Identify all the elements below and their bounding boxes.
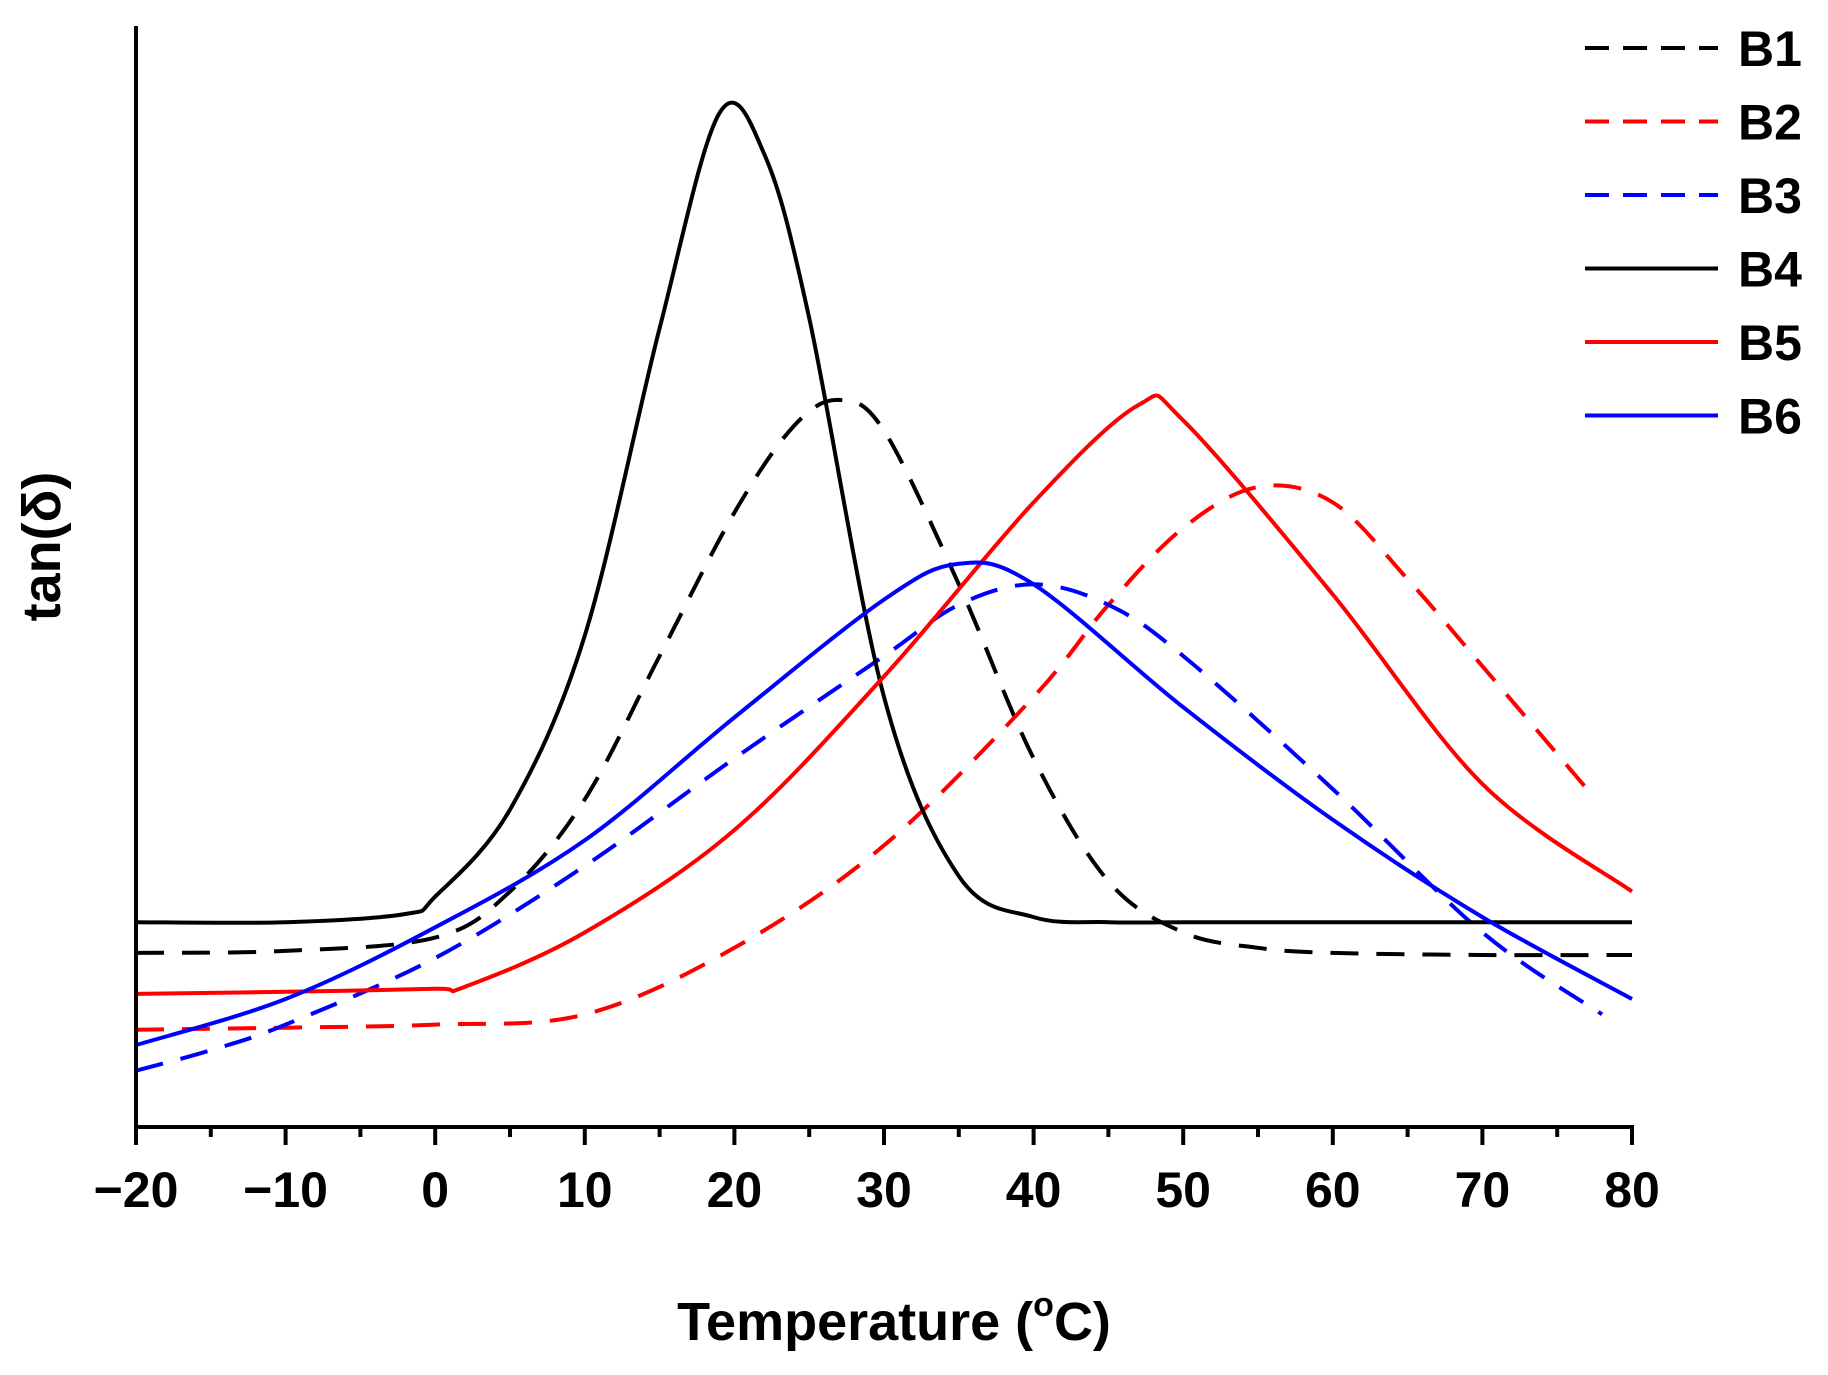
x-tick-label: 60 [1305, 1162, 1361, 1218]
series-b4-line [135, 100, 1632, 925]
x-axis-ticks [134, 1127, 1634, 1145]
x-tick-label: 80 [1604, 1162, 1660, 1218]
series-b2-line [135, 483, 1589, 1032]
x-tick-label: 20 [707, 1162, 763, 1218]
legend-item-b1: B1 [1585, 21, 1802, 77]
x-tick-label: 40 [1006, 1162, 1062, 1218]
legend-item-b3: B3 [1585, 168, 1802, 224]
axes [134, 26, 1634, 1129]
x-tick-label: 50 [1155, 1162, 1211, 1218]
legend-label-b4: B4 [1738, 242, 1802, 298]
x-tick-label: 10 [557, 1162, 613, 1218]
series-b5-line [135, 393, 1634, 996]
legend-label-b5: B5 [1738, 315, 1802, 371]
legend-item-b4: B4 [1585, 242, 1802, 298]
legend-item-b5: B5 [1585, 315, 1802, 371]
x-tick-label: 30 [856, 1162, 912, 1218]
y-axis-title: tan(δ) [12, 472, 72, 622]
x-axis-title-main: Temperature ( [677, 1292, 1033, 1352]
legend-label-b2: B2 [1738, 95, 1802, 151]
series-b1-line [135, 397, 1633, 958]
plot-curves [135, 100, 1634, 1073]
series-b3-line [135, 582, 1604, 1073]
legend-item-b2: B2 [1585, 95, 1802, 151]
x-axis-title-superscript: o [1033, 1286, 1054, 1324]
legend-item-b6: B6 [1585, 389, 1802, 445]
legend: B1 B2 B3 B4 B5 B6 [1585, 21, 1802, 445]
x-tick-label: 0 [421, 1162, 449, 1218]
x-axis-title: Temperature (oC) [677, 1286, 1111, 1352]
legend-label-b1: B1 [1738, 21, 1802, 77]
x-axis-tick-labels: −20 −10 0 10 20 30 40 50 60 70 80 [94, 1162, 1660, 1218]
x-tick-label: 70 [1455, 1162, 1511, 1218]
x-tick-label: −10 [243, 1162, 328, 1218]
x-axis-title-unit: C) [1054, 1292, 1111, 1352]
legend-label-b3: B3 [1738, 168, 1802, 224]
x-tick-label: −20 [94, 1162, 179, 1218]
series-b6-line [135, 560, 1633, 1048]
legend-label-b6: B6 [1738, 389, 1802, 445]
